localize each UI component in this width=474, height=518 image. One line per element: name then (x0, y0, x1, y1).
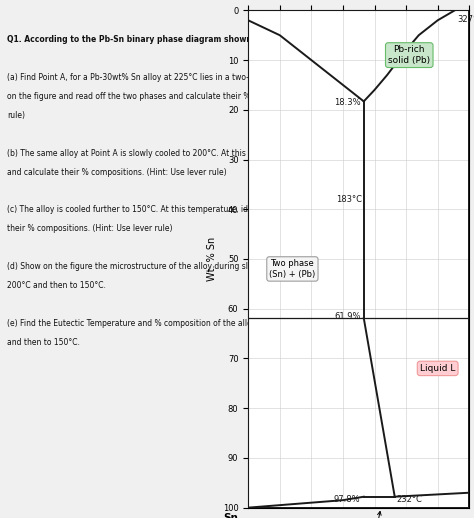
Text: Pb-rich
solid (Pb): Pb-rich solid (Pb) (388, 46, 430, 65)
Text: and then to 150°C.: and then to 150°C. (7, 338, 80, 347)
Text: Sn-rich
solid (Sn): Sn-rich solid (Sn) (344, 511, 386, 518)
Text: on the figure and read off the two phases and calculate their % compositions. (H: on the figure and read off the two phase… (7, 92, 368, 101)
Text: rule): rule) (7, 111, 25, 120)
Text: 232°C: 232°C (396, 495, 422, 504)
Text: (b) The same alloy at Point A is slowly cooled to 200°C. At this temperature, id: (b) The same alloy at Point A is slowly … (7, 149, 375, 157)
Text: 18.3%: 18.3% (334, 98, 361, 107)
Text: Sn: Sn (223, 513, 238, 518)
Text: (a) Find Point A, for a Pb-30wt% Sn alloy at 225°C lies in a two-phase field. Co: (a) Find Point A, for a Pb-30wt% Sn allo… (7, 73, 369, 82)
Text: their % compositions. (Hint: Use lever rule): their % compositions. (Hint: Use lever r… (7, 224, 173, 233)
Text: 183°C: 183°C (336, 195, 362, 204)
Text: Q1. According to the Pb-Sn binary phase diagram shown above,: Q1. According to the Pb-Sn binary phase … (7, 35, 284, 44)
Text: and calculate their % compositions. (Hint: Use lever rule): and calculate their % compositions. (Hin… (7, 167, 227, 177)
Text: Two phase
(Sn) + (Pb): Two phase (Sn) + (Pb) (269, 259, 316, 279)
Text: (c) The alloy is cooled further to 150°C. At this temperature, identify the phas: (c) The alloy is cooled further to 150°C… (7, 205, 369, 214)
Text: 97.8%: 97.8% (334, 495, 361, 504)
Text: Liquid L: Liquid L (420, 364, 456, 373)
Y-axis label: Wt. % Sn: Wt. % Sn (207, 237, 217, 281)
Text: 327°C: 327°C (457, 16, 474, 24)
Text: 200°C and then to 150°C.: 200°C and then to 150°C. (7, 281, 106, 290)
Text: (e) Find the Eutectic Temperature and % composition of the alloy during slow coo: (e) Find the Eutectic Temperature and % … (7, 319, 379, 328)
Text: 61.9%: 61.9% (334, 312, 361, 321)
Text: (d) Show on the figure the microstructure of the alloy during slow cooling from : (d) Show on the figure the microstructur… (7, 262, 363, 271)
